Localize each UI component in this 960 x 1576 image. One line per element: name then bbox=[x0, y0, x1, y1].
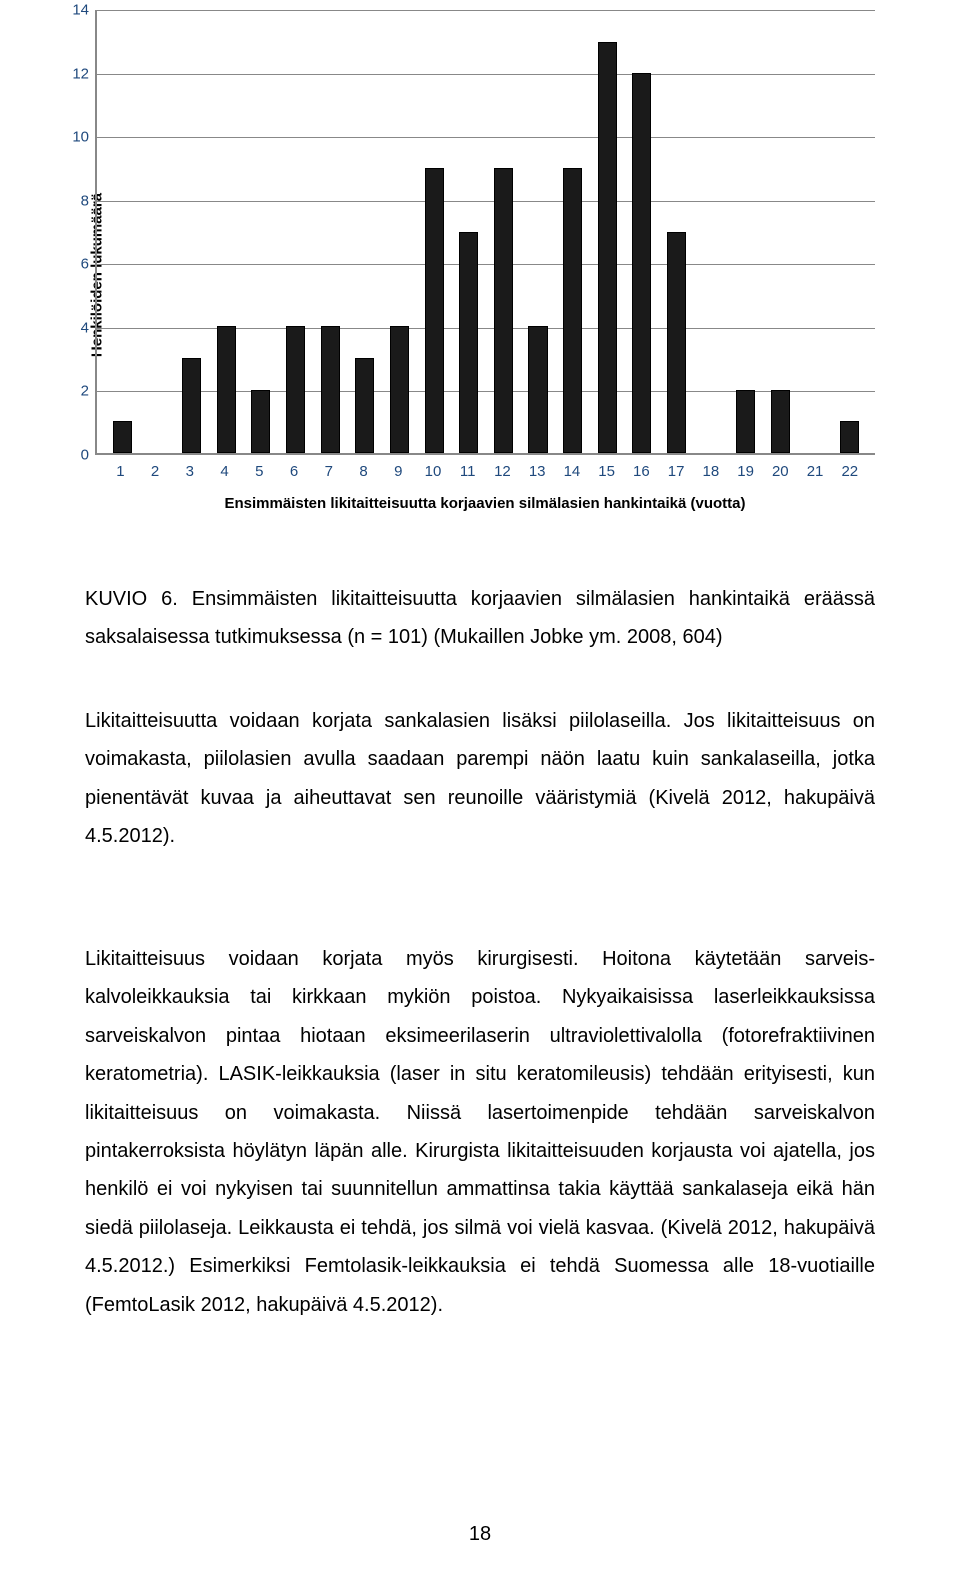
bar-slot bbox=[451, 10, 486, 453]
x-tick-label: 2 bbox=[138, 463, 173, 480]
x-tick-label: 17 bbox=[659, 463, 694, 480]
bar-chart: Henkilöiden lukumäärä 02468101214 123456… bbox=[60, 10, 910, 540]
bar bbox=[840, 421, 859, 453]
bar-slot bbox=[244, 10, 279, 453]
bar bbox=[251, 390, 270, 453]
y-tick-label: 0 bbox=[65, 447, 89, 464]
x-tick-label: 10 bbox=[416, 463, 451, 480]
figure-caption: KUVIO 6. Ensimmäisten likitaitteisuutta … bbox=[85, 580, 875, 657]
x-tick-label: 19 bbox=[728, 463, 763, 480]
x-tick-label: 22 bbox=[832, 463, 867, 480]
bar-slot bbox=[313, 10, 348, 453]
bar-slot bbox=[659, 10, 694, 453]
bar bbox=[113, 421, 132, 453]
y-tick-label: 2 bbox=[65, 383, 89, 400]
bar bbox=[598, 42, 617, 453]
bar-slot bbox=[105, 10, 140, 453]
bar bbox=[632, 73, 651, 453]
bar bbox=[321, 326, 340, 453]
bar-slot bbox=[417, 10, 452, 453]
bar bbox=[355, 358, 374, 453]
bar-slot bbox=[278, 10, 313, 453]
y-tick-label: 6 bbox=[65, 256, 89, 273]
x-tick-label: 6 bbox=[277, 463, 312, 480]
bar bbox=[563, 168, 582, 453]
plot-area bbox=[95, 10, 875, 455]
y-tick-label: 8 bbox=[65, 192, 89, 209]
x-tick-label: 7 bbox=[311, 463, 346, 480]
x-tick-label: 21 bbox=[798, 463, 833, 480]
bar bbox=[667, 232, 686, 454]
y-tick-label: 12 bbox=[65, 65, 89, 82]
bar-slot bbox=[347, 10, 382, 453]
x-tick-label: 20 bbox=[763, 463, 798, 480]
bar bbox=[390, 326, 409, 453]
y-tick-label: 14 bbox=[65, 2, 89, 19]
bar-slot bbox=[140, 10, 175, 453]
bar bbox=[425, 168, 444, 453]
paragraph-2: Likitaitteisuus voidaan korjata myös kir… bbox=[85, 940, 875, 1324]
bar-slot bbox=[798, 10, 833, 453]
x-tick-label: 15 bbox=[589, 463, 624, 480]
x-tick-label: 18 bbox=[693, 463, 728, 480]
bar bbox=[528, 326, 547, 453]
bar-slot bbox=[763, 10, 798, 453]
x-tick-label: 1 bbox=[103, 463, 138, 480]
bar-slot bbox=[625, 10, 660, 453]
bar-slot bbox=[729, 10, 764, 453]
x-tick-label: 11 bbox=[450, 463, 485, 480]
x-axis-label: Ensimmäisten likitaitteisuutta korjaavie… bbox=[95, 495, 875, 512]
x-tick-label: 9 bbox=[381, 463, 416, 480]
bars-group bbox=[97, 10, 875, 453]
bar-slot bbox=[382, 10, 417, 453]
bar bbox=[736, 390, 755, 453]
y-tick-label: 4 bbox=[65, 319, 89, 336]
bar bbox=[494, 168, 513, 453]
bar-slot bbox=[521, 10, 556, 453]
y-tick-label: 10 bbox=[65, 129, 89, 146]
paragraph-1: Likitaitteisuutta voidaan korjata sankal… bbox=[85, 702, 875, 856]
x-tick-labels: 12345678910111213141516171819202122 bbox=[95, 463, 875, 480]
x-tick-label: 14 bbox=[555, 463, 590, 480]
bar bbox=[771, 390, 790, 453]
x-tick-label: 16 bbox=[624, 463, 659, 480]
bar-slot bbox=[209, 10, 244, 453]
x-tick-label: 5 bbox=[242, 463, 277, 480]
bar bbox=[217, 326, 236, 453]
bar bbox=[459, 232, 478, 454]
bar-slot bbox=[486, 10, 521, 453]
bar bbox=[182, 358, 201, 453]
x-tick-label: 8 bbox=[346, 463, 381, 480]
bar-slot bbox=[694, 10, 729, 453]
x-tick-label: 3 bbox=[172, 463, 207, 480]
bar bbox=[286, 326, 305, 453]
bar-slot bbox=[832, 10, 867, 453]
x-tick-label: 4 bbox=[207, 463, 242, 480]
bar-slot bbox=[174, 10, 209, 453]
bar-slot bbox=[555, 10, 590, 453]
x-tick-label: 13 bbox=[520, 463, 555, 480]
x-tick-label: 12 bbox=[485, 463, 520, 480]
page-number: 18 bbox=[0, 1523, 960, 1546]
bar-slot bbox=[590, 10, 625, 453]
